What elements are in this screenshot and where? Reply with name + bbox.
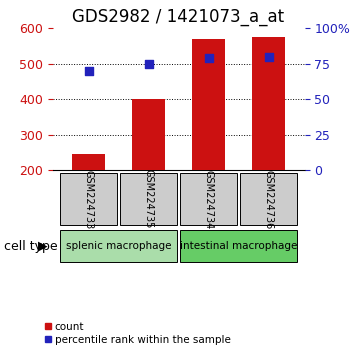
Text: ▶: ▶ <box>38 240 48 252</box>
Bar <box>60 173 117 225</box>
Bar <box>180 230 297 262</box>
Text: GSM224735: GSM224735 <box>144 170 154 229</box>
Point <box>266 54 271 59</box>
Bar <box>252 37 285 170</box>
Bar <box>192 39 225 170</box>
Text: GSM224736: GSM224736 <box>264 170 273 229</box>
Text: cell type: cell type <box>4 240 57 252</box>
Legend: count, percentile rank within the sample: count, percentile rank within the sample <box>40 317 235 349</box>
Bar <box>72 154 105 170</box>
Bar <box>240 173 297 225</box>
Bar <box>132 99 165 170</box>
Text: splenic macrophage: splenic macrophage <box>66 241 171 251</box>
Bar <box>60 230 177 262</box>
Point <box>86 68 91 74</box>
Text: intestinal macrophage: intestinal macrophage <box>180 241 297 251</box>
Point <box>206 55 211 61</box>
Point <box>146 61 151 67</box>
Bar <box>180 173 237 225</box>
Bar <box>120 173 177 225</box>
Text: GSM224734: GSM224734 <box>203 170 214 229</box>
Title: GDS2982 / 1421073_a_at: GDS2982 / 1421073_a_at <box>72 8 285 25</box>
Text: GSM224733: GSM224733 <box>84 170 93 229</box>
